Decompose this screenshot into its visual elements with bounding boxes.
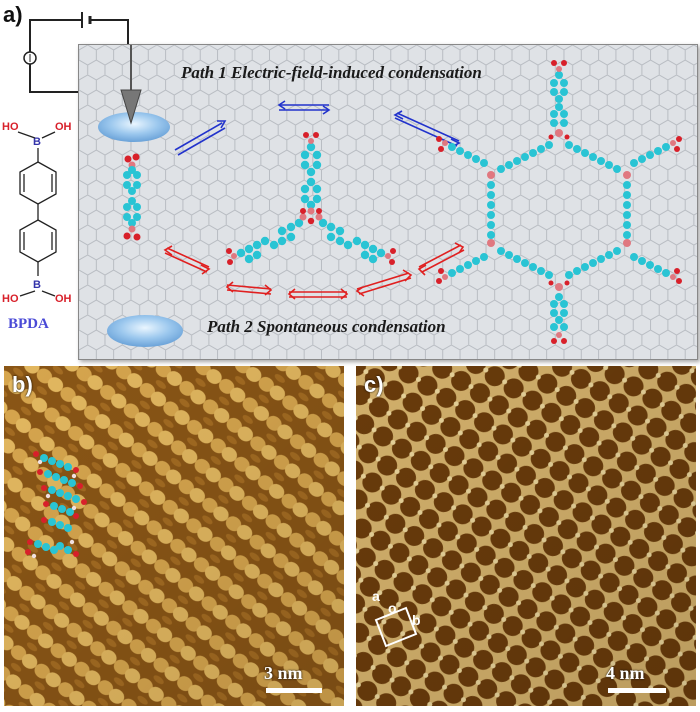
droplet-top	[98, 112, 170, 142]
scale-bar-b	[266, 688, 322, 693]
unit-cell-outline	[374, 606, 418, 648]
panel-a-label: a)	[3, 2, 23, 27]
scale-bar-b-label: 3 nm	[264, 663, 303, 683]
lattice-label-o: o	[388, 600, 397, 616]
path1-label: Path 1 Electric-field-induced condensati…	[181, 63, 482, 82]
electrode-tip	[120, 89, 142, 125]
red-arrows	[163, 242, 465, 300]
droplet-bottom	[107, 315, 183, 347]
scale-bar-c	[608, 688, 666, 693]
oh-label-bottom-right: OH	[55, 293, 72, 305]
trimer-model	[226, 132, 396, 265]
ho-label-bottom-left: HO	[2, 293, 19, 305]
bpda-label: BPDA	[8, 316, 49, 332]
panel-b-label: b)	[12, 372, 33, 397]
panel-c-label: c)	[364, 372, 384, 397]
cof-hexagon-model	[436, 60, 682, 344]
reaction-schematic: Path 1 Electric-field-induced condensati…	[78, 44, 698, 360]
stm-b-molecular-overlay	[25, 451, 87, 559]
lattice-label-a: a	[372, 588, 380, 604]
lattice-label-b: b	[412, 612, 421, 628]
bpda-structure: HO OH B HO OH B	[2, 121, 72, 305]
monomer-model	[123, 153, 141, 241]
stm-image-b	[4, 366, 344, 706]
stm-image-c	[356, 366, 696, 706]
boron-label-bottom: B	[33, 279, 41, 291]
scale-bar-c-label: 4 nm	[606, 663, 645, 683]
boron-label-top: B	[33, 136, 41, 148]
graphene-background	[79, 45, 697, 359]
ho-label-top-left: HO	[2, 121, 19, 133]
oh-label-top-right: OH	[55, 121, 72, 133]
path2-label: Path 2 Spontaneous condensation	[207, 317, 446, 336]
